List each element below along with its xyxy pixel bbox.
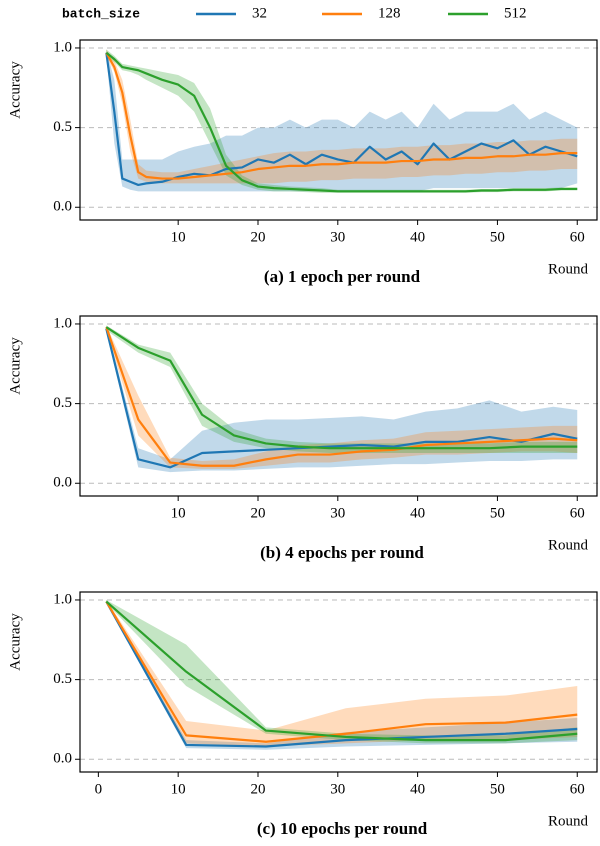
- x-tick-label: 40: [410, 505, 425, 521]
- x-tick-label: 40: [410, 781, 425, 797]
- series-line: [105, 600, 578, 743]
- x-tick-label: 30: [330, 781, 345, 797]
- y-tick-label: 0.0: [53, 475, 72, 491]
- legend-label: 128: [378, 5, 401, 21]
- x-axis-label: Round: [548, 813, 589, 829]
- y-tick-label: 0.5: [53, 671, 72, 687]
- y-tick-label: 0.5: [53, 395, 72, 411]
- plot-frame: [79, 39, 598, 221]
- series-line: [105, 601, 578, 748]
- x-tick-label: 50: [490, 229, 505, 245]
- series-line: [105, 600, 578, 742]
- error-band: [106, 599, 578, 747]
- error-band: [106, 49, 578, 184]
- y-axis-label: Accuracy: [7, 337, 23, 395]
- plot-frame: [79, 591, 598, 773]
- legend-label: 512: [504, 5, 527, 21]
- series-line: [105, 52, 578, 180]
- series-line: [105, 326, 578, 450]
- x-tick-label: 20: [250, 229, 265, 245]
- x-tick-label: 60: [570, 505, 585, 521]
- x-tick-label: 20: [250, 781, 265, 797]
- subplot-title: (a) 1 epoch per round: [264, 267, 421, 286]
- y-axis-label: Accuracy: [7, 613, 23, 671]
- x-tick-label: 10: [171, 229, 186, 245]
- error-band: [106, 325, 578, 469]
- x-tick-label: 50: [490, 781, 505, 797]
- x-tick-label: 10: [171, 781, 186, 797]
- subplot-title: (b) 4 epochs per round: [260, 543, 424, 562]
- legend-label: 32: [252, 5, 267, 21]
- x-tick-label: 60: [570, 229, 585, 245]
- y-tick-label: 1.0: [53, 315, 72, 331]
- series-line: [105, 52, 578, 187]
- series-line: [105, 326, 578, 467]
- y-tick-label: 0.0: [53, 199, 72, 215]
- plot-frame: [79, 315, 598, 497]
- x-tick-label: 10: [171, 505, 186, 521]
- series-line: [105, 328, 578, 469]
- x-axis-label: Round: [548, 537, 589, 553]
- y-tick-label: 0.5: [53, 119, 72, 135]
- error-band: [106, 599, 578, 744]
- x-tick-label: 30: [330, 505, 345, 521]
- y-tick-label: 0.0: [53, 751, 72, 767]
- x-tick-label: 0: [95, 781, 103, 797]
- x-tick-label: 50: [490, 505, 505, 521]
- y-tick-label: 1.0: [53, 591, 72, 607]
- y-tick-label: 1.0: [53, 39, 72, 55]
- legend-title: batch_size: [62, 6, 140, 21]
- x-tick-label: 20: [250, 505, 265, 521]
- x-tick-label: 40: [410, 229, 425, 245]
- x-axis-label: Round: [548, 261, 589, 277]
- subplot-title: (c) 10 epochs per round: [257, 819, 428, 838]
- error-band: [106, 49, 578, 192]
- error-band: [106, 599, 578, 750]
- x-tick-label: 30: [330, 229, 345, 245]
- series-line: [105, 51, 578, 193]
- x-tick-label: 60: [570, 781, 585, 797]
- error-band: [106, 49, 578, 193]
- y-axis-label: Accuracy: [7, 61, 23, 119]
- error-band: [106, 325, 578, 473]
